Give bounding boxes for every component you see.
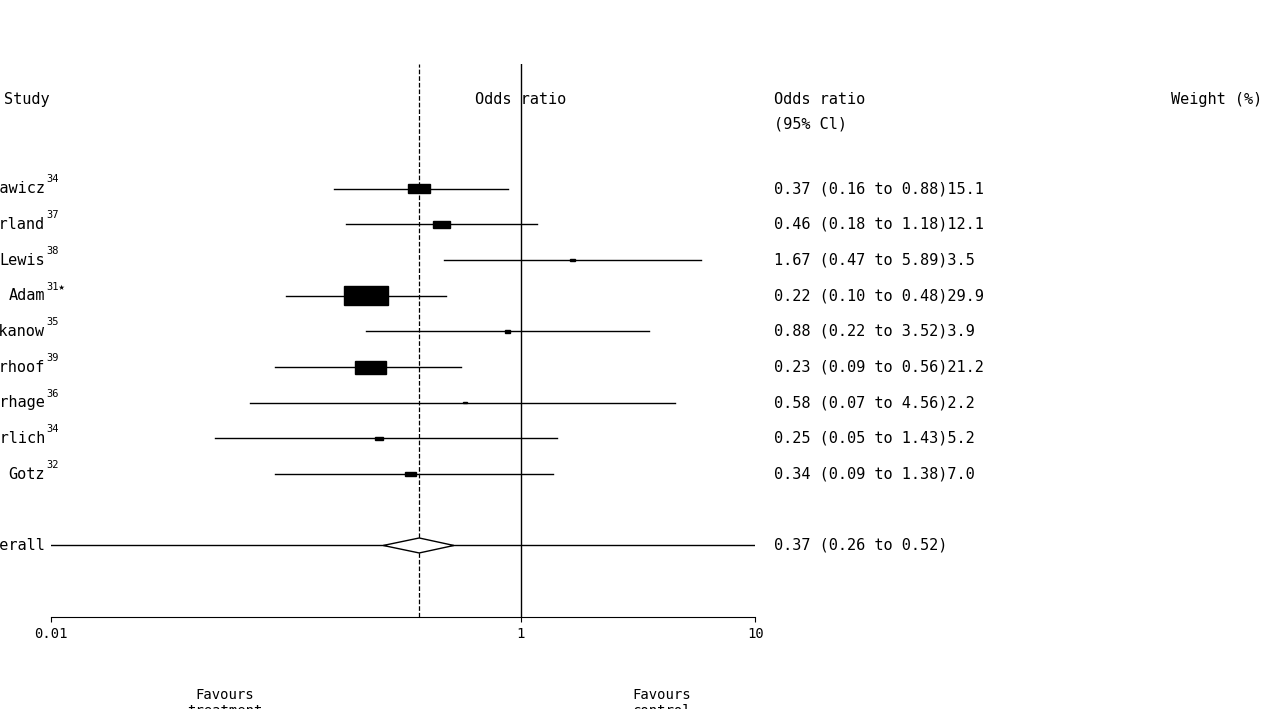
- Text: Orrhage: Orrhage: [0, 395, 45, 411]
- Bar: [433, 220, 451, 228]
- Text: Lewis: Lewis: [0, 252, 45, 267]
- Text: 34: 34: [46, 424, 59, 434]
- Text: 1.67 (0.47 to 5.89)3.5: 1.67 (0.47 to 5.89)3.5: [774, 252, 975, 267]
- Bar: [408, 184, 430, 194]
- Text: 31★: 31★: [46, 281, 65, 291]
- Text: 0.58 (0.07 to 4.56)2.2: 0.58 (0.07 to 4.56)2.2: [774, 395, 975, 411]
- Text: 36: 36: [46, 389, 59, 398]
- Bar: [355, 360, 387, 374]
- Text: 39: 39: [46, 353, 59, 363]
- Text: Odds ratio: Odds ratio: [774, 92, 865, 107]
- Text: 0.37 (0.26 to 0.52): 0.37 (0.26 to 0.52): [774, 538, 947, 553]
- Text: 0.22 (0.10 to 0.48)29.9: 0.22 (0.10 to 0.48)29.9: [774, 289, 984, 303]
- Text: 34: 34: [46, 174, 59, 184]
- Text: 32: 32: [46, 460, 59, 470]
- Text: Surawicz: Surawicz: [0, 182, 45, 196]
- Bar: [504, 330, 511, 333]
- Polygon shape: [383, 538, 454, 553]
- Bar: [570, 259, 576, 261]
- Text: Tankanow: Tankanow: [0, 324, 45, 339]
- Text: Gotz: Gotz: [8, 467, 45, 481]
- Text: (95% Cl): (95% Cl): [774, 117, 847, 132]
- Text: 0.46 (0.18 to 1.18)12.1: 0.46 (0.18 to 1.18)12.1: [774, 217, 984, 232]
- Text: 0.25 (0.05 to 1.43)5.2: 0.25 (0.05 to 1.43)5.2: [774, 431, 975, 446]
- Text: 0.88 (0.22 to 3.52)3.9: 0.88 (0.22 to 3.52)3.9: [774, 324, 975, 339]
- Text: 0.34 (0.09 to 1.38)7.0: 0.34 (0.09 to 1.38)7.0: [774, 467, 975, 481]
- Text: Overall: Overall: [0, 538, 45, 553]
- Bar: [344, 286, 388, 305]
- Bar: [406, 472, 416, 476]
- Text: Adam: Adam: [8, 289, 45, 303]
- Text: McFarland: McFarland: [0, 217, 45, 232]
- Text: Weight (%): Weight (%): [1171, 92, 1262, 107]
- Text: Study: Study: [4, 92, 50, 107]
- Text: 0.23 (0.09 to 0.56)21.2: 0.23 (0.09 to 0.56)21.2: [774, 359, 984, 374]
- Text: Favours
treatment: Favours treatment: [187, 688, 262, 709]
- Text: 38: 38: [46, 246, 59, 256]
- Text: 0.37 (0.16 to 0.88)15.1: 0.37 (0.16 to 0.88)15.1: [774, 182, 984, 196]
- Text: 35: 35: [46, 317, 59, 327]
- Bar: [375, 437, 383, 440]
- Text: Favours
control: Favours control: [632, 688, 691, 709]
- Bar: [463, 402, 467, 403]
- Text: Wunderlich: Wunderlich: [0, 431, 45, 446]
- Text: Odds ratio: Odds ratio: [475, 92, 566, 107]
- Text: 37: 37: [46, 210, 59, 220]
- Text: Vanderhoof: Vanderhoof: [0, 359, 45, 374]
